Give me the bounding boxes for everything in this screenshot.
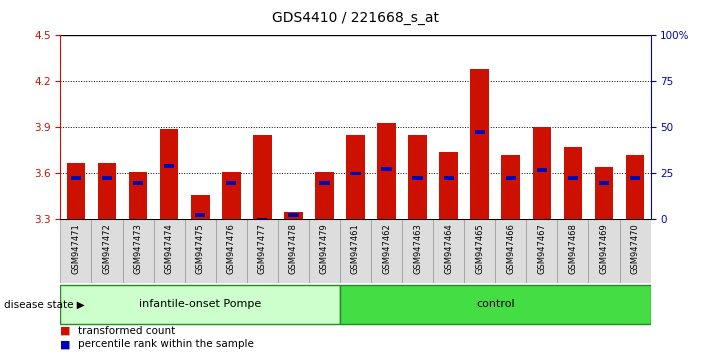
Text: GSM947470: GSM947470 xyxy=(631,223,639,274)
Text: GSM947467: GSM947467 xyxy=(538,223,546,274)
Bar xyxy=(464,219,496,283)
Bar xyxy=(340,219,371,283)
Bar xyxy=(371,219,402,283)
Bar xyxy=(278,219,309,283)
Bar xyxy=(102,176,112,180)
Bar xyxy=(191,195,210,219)
Text: ■: ■ xyxy=(60,326,71,336)
Bar xyxy=(381,167,392,171)
Bar xyxy=(129,172,147,219)
Text: GSM947466: GSM947466 xyxy=(506,223,515,274)
Bar xyxy=(557,219,589,283)
Bar xyxy=(60,219,92,283)
Bar xyxy=(444,176,454,180)
Text: GSM947465: GSM947465 xyxy=(475,223,484,274)
Text: GSM947461: GSM947461 xyxy=(351,223,360,274)
Bar xyxy=(71,176,81,180)
Bar xyxy=(257,218,267,221)
Bar xyxy=(247,219,278,283)
Bar xyxy=(185,219,215,283)
Text: GSM947474: GSM947474 xyxy=(165,223,173,274)
Text: GSM947477: GSM947477 xyxy=(258,223,267,274)
Bar xyxy=(67,163,85,219)
Bar xyxy=(60,285,340,324)
Bar xyxy=(154,219,185,283)
Bar xyxy=(222,172,240,219)
Bar xyxy=(599,181,609,184)
Bar xyxy=(315,172,333,219)
Bar xyxy=(501,155,520,219)
Text: GSM947473: GSM947473 xyxy=(134,223,143,274)
Bar xyxy=(537,169,547,172)
Bar xyxy=(288,213,299,217)
Text: control: control xyxy=(476,299,515,309)
Text: disease state ▶: disease state ▶ xyxy=(4,299,85,309)
Bar xyxy=(92,219,122,283)
Text: GSM947462: GSM947462 xyxy=(382,223,391,274)
Text: GSM947472: GSM947472 xyxy=(102,223,112,274)
Text: GSM947475: GSM947475 xyxy=(196,223,205,274)
Bar xyxy=(630,176,640,180)
Bar xyxy=(253,135,272,219)
Bar xyxy=(619,219,651,283)
Bar xyxy=(568,176,578,180)
Bar xyxy=(319,181,330,184)
Bar xyxy=(594,167,614,219)
Bar xyxy=(164,164,174,168)
Bar xyxy=(475,130,485,134)
Text: GSM947468: GSM947468 xyxy=(568,223,577,274)
Text: GSM947464: GSM947464 xyxy=(444,223,453,274)
Text: GDS4410 / 221668_s_at: GDS4410 / 221668_s_at xyxy=(272,11,439,25)
Bar xyxy=(133,181,143,184)
Bar xyxy=(496,219,526,283)
Bar xyxy=(160,129,178,219)
Text: GSM947469: GSM947469 xyxy=(599,223,609,274)
Text: ■: ■ xyxy=(60,339,71,349)
Text: GSM947476: GSM947476 xyxy=(227,223,236,274)
Bar xyxy=(471,69,489,219)
Bar xyxy=(589,219,619,283)
Bar xyxy=(346,135,365,219)
Bar xyxy=(412,176,423,180)
Bar xyxy=(533,127,551,219)
Bar xyxy=(408,135,427,219)
Bar xyxy=(564,147,582,219)
Bar xyxy=(439,152,458,219)
Bar xyxy=(122,219,154,283)
Bar xyxy=(226,181,236,184)
Bar xyxy=(195,213,205,217)
Bar xyxy=(626,155,644,219)
Bar xyxy=(506,176,516,180)
Bar xyxy=(97,163,117,219)
Text: GSM947471: GSM947471 xyxy=(72,223,80,274)
Bar xyxy=(378,123,396,219)
Bar xyxy=(309,219,340,283)
Text: GSM947479: GSM947479 xyxy=(320,223,329,274)
Text: percentile rank within the sample: percentile rank within the sample xyxy=(78,339,254,349)
Bar xyxy=(340,285,651,324)
Bar xyxy=(526,219,557,283)
Text: transformed count: transformed count xyxy=(78,326,176,336)
Bar xyxy=(351,172,360,175)
Text: GSM947478: GSM947478 xyxy=(289,223,298,274)
Bar xyxy=(215,219,247,283)
Bar xyxy=(402,219,433,283)
Text: GSM947463: GSM947463 xyxy=(413,223,422,274)
Bar xyxy=(284,212,303,219)
Bar xyxy=(433,219,464,283)
Text: infantile-onset Pompe: infantile-onset Pompe xyxy=(139,299,262,309)
